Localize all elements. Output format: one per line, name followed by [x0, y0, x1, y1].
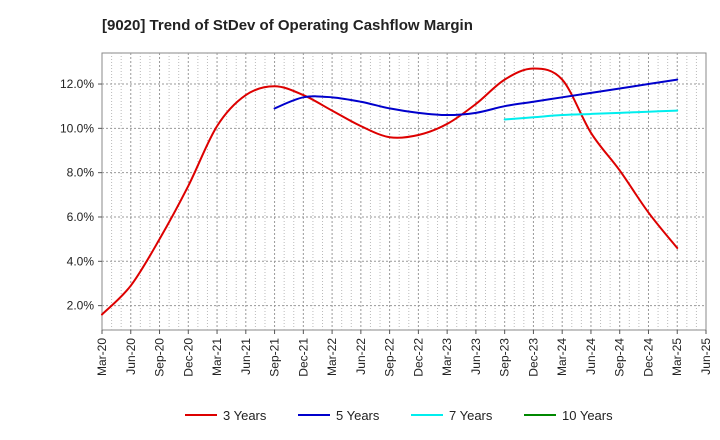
plot-area [101, 52, 707, 331]
legend-label-5-years: 5 Years [336, 408, 380, 423]
x-tick-label: Dec-20 [181, 338, 195, 377]
x-tick-label: Mar-25 [670, 338, 684, 376]
x-tick-label: Sep-20 [153, 338, 167, 377]
x-tick-label: Mar-22 [325, 338, 339, 376]
y-tick-label: 8.0% [67, 166, 95, 180]
y-tick-label: 6.0% [67, 210, 95, 224]
x-tick-label: Jun-21 [239, 338, 253, 375]
y-tick-label: 12.0% [60, 77, 94, 91]
x-tick-label: Mar-23 [440, 338, 454, 376]
x-tick-label: Dec-24 [641, 338, 655, 377]
legend-label-3-years: 3 Years [223, 408, 267, 423]
x-tick-label: Mar-20 [95, 338, 109, 376]
y-tick-label: 4.0% [67, 254, 95, 268]
y-axis-ticks: 2.0% 4.0% 6.0% 8.0% 10.0% 12.0% [60, 77, 102, 313]
x-tick-label: Sep-21 [268, 338, 282, 377]
x-tick-label: Jun-22 [354, 338, 368, 375]
x-tick-label: Mar-24 [555, 338, 569, 376]
x-tick-label: Sep-24 [613, 338, 627, 377]
x-axis-ticks: Mar-20 Jun-20 Sep-20 Dec-20 Mar-21 Jun-21 Sep-… [95, 330, 713, 377]
y-tick-label: 10.0% [60, 121, 94, 135]
chart-title: [9020] Trend of StDev of Operating Cashf… [102, 17, 473, 34]
x-tick-label: Sep-22 [383, 338, 397, 377]
legend: 3 Years 5 Years 7 Years 10 Years [185, 408, 613, 423]
x-tick-label: Sep-23 [498, 338, 512, 377]
x-tick-label: Jun-25 [699, 338, 713, 375]
series-line-7-years [503, 109, 679, 121]
y-tick-label: 2.0% [67, 299, 95, 313]
grid-lines [102, 53, 706, 330]
x-tick-label: Jun-23 [469, 338, 483, 375]
x-tick-label: Jun-20 [124, 338, 138, 375]
series-layer [101, 67, 679, 316]
series-line-5-years [273, 78, 679, 117]
x-tick-label: Dec-22 [411, 338, 425, 377]
legend-label-7-years: 7 Years [449, 408, 493, 423]
x-tick-label: Dec-23 [526, 338, 540, 377]
legend-label-10-years: 10 Years [562, 408, 613, 423]
series-line-3-years [101, 67, 679, 316]
x-tick-label: Mar-21 [210, 338, 224, 376]
x-tick-label: Dec-21 [296, 338, 310, 377]
x-tick-label: Jun-24 [584, 338, 598, 375]
